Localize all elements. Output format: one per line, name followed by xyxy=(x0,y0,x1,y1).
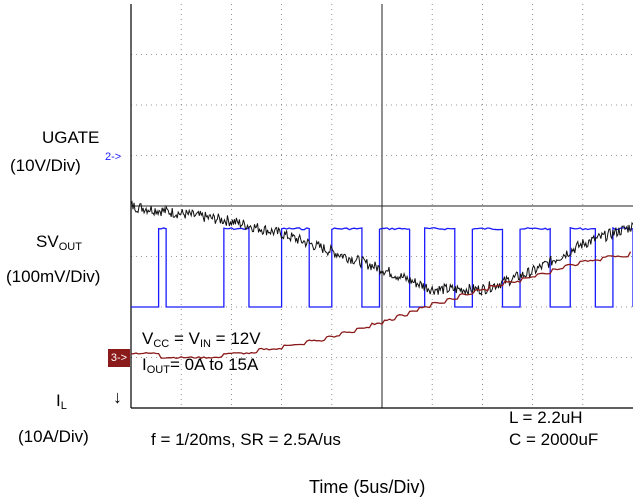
scope-traces xyxy=(130,200,633,359)
svout-trace xyxy=(130,200,633,296)
il-trace xyxy=(130,251,632,359)
iout-annotation: IOUT= 0A to 15A xyxy=(142,355,259,376)
channel-3-marker: 3-> xyxy=(108,349,130,367)
down-arrow-icon: ↓ xyxy=(113,387,122,407)
channel-2-marker: 2-> xyxy=(105,151,122,163)
ugate-scale-label: (10V/Div) xyxy=(10,156,81,175)
inductor-annotation: L = 2.2uH xyxy=(509,408,583,427)
ugate-trace xyxy=(131,226,633,308)
capacitor-annotation: C = 2000uF xyxy=(509,430,599,449)
svout-scale-label: (100mV/Div) xyxy=(6,267,101,286)
vcc-annotation: VCC = VIN = 12V xyxy=(142,329,261,350)
il-label: IL xyxy=(56,391,67,412)
time-axis-label: Time (5us/Div) xyxy=(309,477,426,497)
ugate-label: UGATE xyxy=(42,128,100,147)
svout-label: SVOUT xyxy=(36,232,82,253)
scope-grid xyxy=(130,4,633,409)
frequency-annotation: f = 1/20ms, SR = 2.5A/us xyxy=(151,430,341,449)
il-scale-label: (10A/Div) xyxy=(18,427,89,446)
